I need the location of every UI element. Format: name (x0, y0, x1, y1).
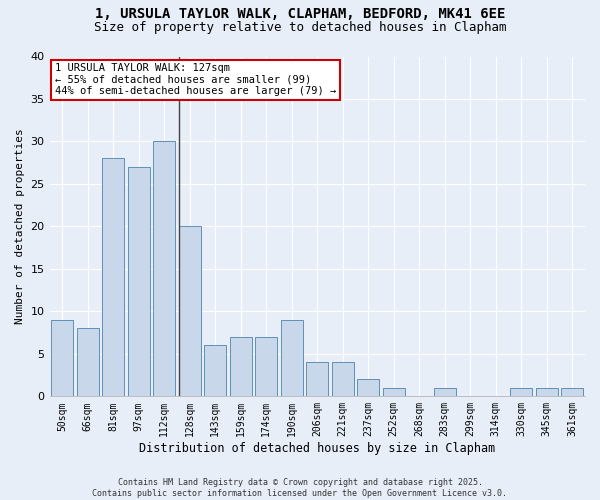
Bar (358, 380, 379, 396)
Bar (383, 388, 404, 396)
Text: 1 URSULA TAYLOR WALK: 127sqm
← 55% of detached houses are smaller (99)
44% of se: 1 URSULA TAYLOR WALK: 127sqm ← 55% of de… (55, 64, 336, 96)
Text: Contains HM Land Registry data © Crown copyright and database right 2025.
Contai: Contains HM Land Registry data © Crown c… (92, 478, 508, 498)
Bar (230, 337, 251, 396)
Bar (332, 362, 353, 396)
Bar (511, 388, 532, 396)
Bar (154, 142, 175, 396)
Text: Size of property relative to detached houses in Clapham: Size of property relative to detached ho… (94, 21, 506, 34)
Bar (205, 346, 226, 397)
Bar (281, 320, 302, 396)
Bar (434, 388, 455, 396)
Bar (128, 167, 149, 396)
Bar (562, 388, 583, 396)
Bar (307, 362, 328, 396)
X-axis label: Distribution of detached houses by size in Clapham: Distribution of detached houses by size … (139, 442, 496, 455)
Bar (77, 328, 98, 396)
Bar (179, 226, 200, 396)
Text: 1, URSULA TAYLOR WALK, CLAPHAM, BEDFORD, MK41 6EE: 1, URSULA TAYLOR WALK, CLAPHAM, BEDFORD,… (95, 8, 505, 22)
Bar (103, 158, 124, 396)
Y-axis label: Number of detached properties: Number of detached properties (15, 128, 25, 324)
Bar (52, 320, 73, 396)
Bar (256, 337, 277, 396)
Bar (536, 388, 557, 396)
